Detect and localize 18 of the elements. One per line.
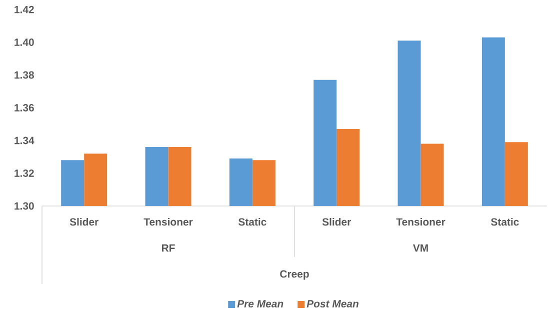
x-tick-label: Slider <box>322 218 351 226</box>
y-tick-label: 1.38 <box>14 71 34 79</box>
y-tick-label: 1.40 <box>14 38 34 46</box>
x-tick-label: Static <box>490 218 519 226</box>
x-tick-label: Tensioner <box>396 218 446 226</box>
y-tick-label: 1.32 <box>14 170 34 177</box>
text: RF <box>162 244 175 252</box>
x-tick-label: Static <box>238 218 266 226</box>
y-tick-label: 1.34 <box>14 136 34 144</box>
y-tick-label: 1.30 <box>14 202 34 210</box>
x-axis-title: Creep <box>280 270 309 280</box>
legend-label: Post Mean <box>306 300 358 308</box>
text: VM <box>412 244 428 252</box>
x-tick-label: Slider <box>70 218 98 226</box>
x-tick-label: Tensioner <box>144 218 193 226</box>
y-tick-label: 1.42 <box>14 6 34 14</box>
legend-label: Pre Mean <box>237 300 284 308</box>
y-tick-label: 1.36 <box>14 104 34 112</box>
